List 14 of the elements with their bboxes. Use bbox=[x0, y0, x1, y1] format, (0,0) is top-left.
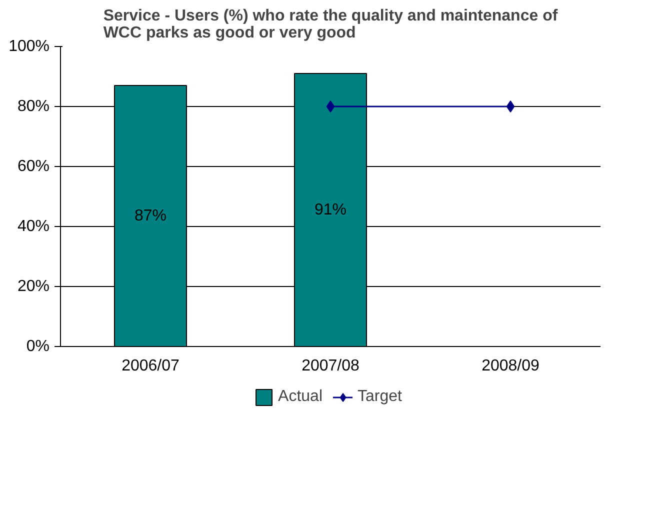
y-tick-label: 80% bbox=[17, 98, 50, 115]
x-tick-label: 2008/09 bbox=[482, 358, 540, 374]
y-tick-label: 100% bbox=[8, 38, 50, 55]
chart-title: Service - Users (%) who rate the quality and maintenance of WCC parks as good or very good bbox=[103, 8, 558, 42]
y-tick-label: 40% bbox=[17, 218, 50, 235]
y-tick-label: 0% bbox=[26, 338, 50, 355]
x-tick-label: 2006/07 bbox=[122, 358, 180, 374]
data-label: 87% bbox=[134, 208, 167, 224]
x-tick-label: 2007/08 bbox=[302, 358, 360, 374]
y-tick-label: 60% bbox=[17, 158, 50, 175]
data-label: 91% bbox=[314, 202, 347, 218]
y-tick-label: 20% bbox=[17, 278, 50, 295]
legend-label: Actual bbox=[278, 388, 322, 406]
legend-label: Target bbox=[358, 388, 402, 406]
